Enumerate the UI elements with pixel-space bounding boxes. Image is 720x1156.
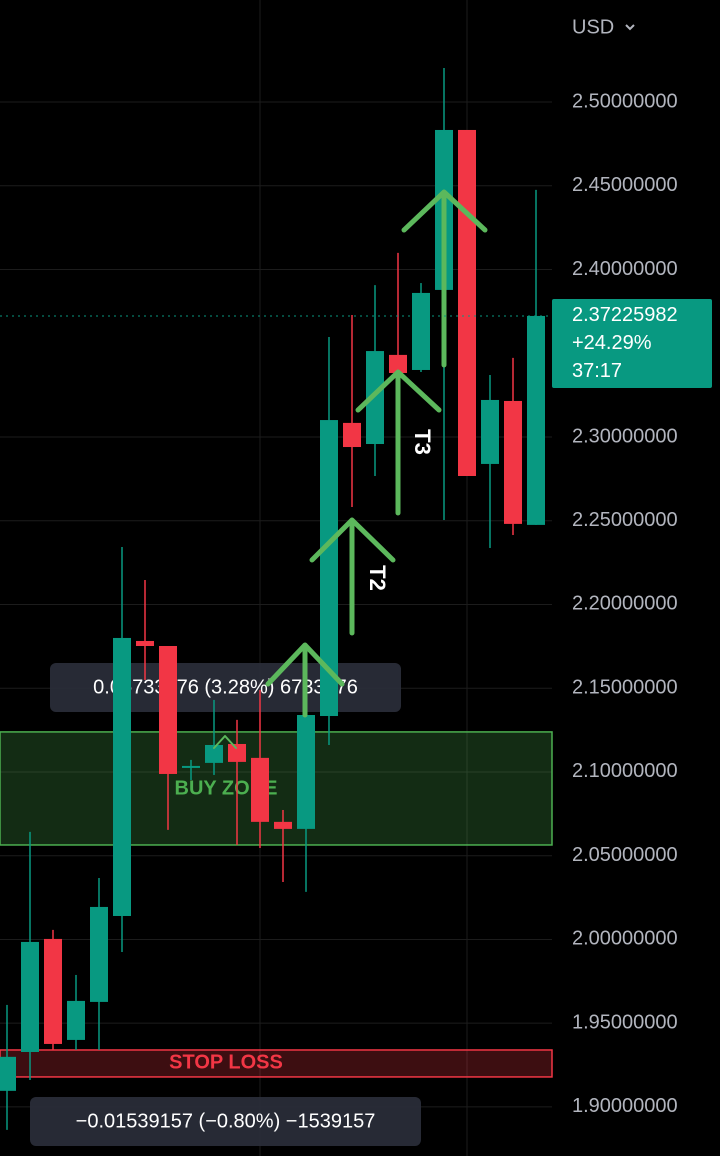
- y-tick-label: 2.50000000: [572, 90, 678, 112]
- measure-label: −0.01539157 (−0.80%) −1539157: [76, 1110, 376, 1132]
- candle-body: [481, 399, 499, 464]
- annotation: T3: [410, 429, 435, 455]
- candle-body: [0, 1056, 16, 1091]
- last-price: 2.37225982: [572, 304, 678, 326]
- candle-body: [136, 640, 154, 646]
- candle-body: [113, 637, 131, 916]
- candle-body: [320, 420, 338, 717]
- y-tick-label: 2.20000000: [572, 593, 678, 615]
- arrow: [401, 189, 488, 233]
- candle-body: [90, 906, 108, 1002]
- y-tick-label: 2.05000000: [572, 844, 678, 866]
- candle-body: [458, 129, 476, 476]
- annotation: T2: [365, 565, 390, 591]
- dropdown-icon: [625, 24, 635, 31]
- y-tick-label: 1.90000000: [572, 1095, 678, 1117]
- arrow: [309, 517, 396, 563]
- candle-body: [67, 1000, 85, 1040]
- candle-body: [366, 351, 384, 445]
- y-tick-label: 2.40000000: [572, 258, 678, 280]
- candle-body: [251, 757, 269, 822]
- arrow: [355, 369, 442, 413]
- candle-body: [21, 941, 39, 1052]
- candle-body: [159, 646, 177, 774]
- candle-body: [182, 765, 200, 768]
- measure-box: [30, 1097, 421, 1146]
- arrow: [265, 642, 345, 687]
- candle-body: [504, 400, 522, 524]
- y-tick-label: 1.95000000: [572, 1011, 678, 1033]
- y-tick-label: 2.30000000: [572, 425, 678, 447]
- candle-body: [228, 743, 246, 762]
- candle-body: [343, 422, 361, 448]
- zone-label: STOP LOSS: [169, 1052, 283, 1074]
- candle-body: [412, 292, 430, 370]
- zone: [0, 1049, 553, 1078]
- y-tick-label: 2.45000000: [572, 174, 678, 196]
- y-tick-label: 2.00000000: [572, 928, 678, 950]
- candle-body: [205, 744, 223, 763]
- countdown: 37:17: [572, 360, 622, 382]
- candle-body: [44, 938, 62, 1044]
- y-tick-label: 2.15000000: [572, 676, 678, 698]
- measure-label: 0.06733476 (3.28%) 6733476: [93, 676, 358, 698]
- price-label-box: [552, 298, 712, 388]
- arrows: [213, 189, 488, 749]
- candle-body: [274, 821, 292, 829]
- measure-box: [50, 663, 401, 712]
- y-tick-label: 2.25000000: [572, 509, 678, 531]
- change: +24.29%: [572, 332, 652, 354]
- candle-body: [389, 354, 407, 373]
- y-tick-label: 2.10000000: [572, 760, 678, 782]
- candle-body: [527, 315, 545, 525]
- arrow: [213, 735, 237, 749]
- candle-body: [297, 715, 315, 829]
- currency: USD: [572, 16, 614, 38]
